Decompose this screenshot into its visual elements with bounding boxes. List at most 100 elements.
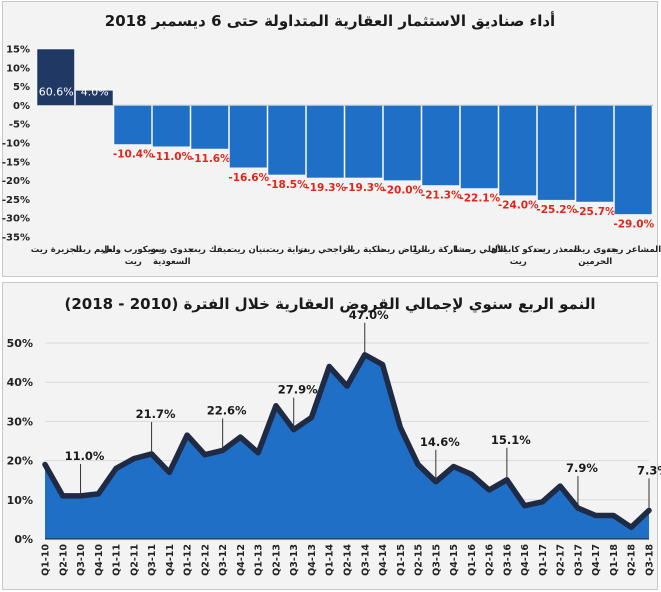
- y-tick-label: 30%: [7, 415, 33, 428]
- y-tick-label: 15%: [6, 45, 30, 56]
- bottom-chart-title: النمو الربع سنوي لإجمالي القروض العقارية…: [64, 295, 596, 313]
- x-tick-label: Q3-14: [360, 544, 371, 576]
- x-tick-label: Q4-17: [591, 544, 602, 576]
- x-tick-label: Q2-12: [200, 544, 211, 576]
- y-tick-label: 0%: [14, 533, 33, 546]
- bar: [306, 105, 345, 179]
- bar: [537, 105, 576, 201]
- series-line: [42, 352, 652, 530]
- x-tick-label: Q4-13: [307, 544, 318, 576]
- x-tick-label: Q1-18: [609, 544, 620, 576]
- bar-data-label: -10.4%: [113, 149, 154, 161]
- x-tick-label: Q4-10: [94, 544, 105, 576]
- category-label: تعليم ريت: [74, 245, 116, 255]
- bar-data-label: -25.7%: [575, 206, 616, 218]
- x-tick-label: Q2-11: [129, 544, 140, 576]
- bar: [113, 105, 152, 145]
- x-tick-label: Q2-15: [414, 544, 425, 576]
- y-tick-label: 20%: [7, 455, 33, 468]
- area-fill: [45, 354, 649, 539]
- x-tick-label: Q1-15: [396, 544, 407, 576]
- category-label: المعذر ريت: [534, 245, 581, 255]
- bar: [267, 105, 306, 176]
- category-label: سويكورب وابل ريت: [102, 245, 165, 267]
- bar-data-label: 60.6%: [39, 85, 74, 98]
- x-tick-label: Q1-12: [183, 544, 194, 576]
- bar-data-label: -11.6%: [190, 153, 231, 165]
- annotation-label: 11.0%: [65, 449, 105, 463]
- bar: [229, 105, 268, 169]
- bar: [498, 105, 537, 196]
- y-tick-label: -20%: [2, 176, 30, 187]
- y-tick-label: 10%: [6, 63, 30, 74]
- top-chart-panel: أداء صناديق الاستثمار العقارية المتداولة…: [2, 1, 661, 277]
- annotation-label: 47.0%: [349, 308, 389, 322]
- x-tick-label: Q2-14: [343, 544, 354, 576]
- x-tick-label: Q3-13: [289, 544, 300, 576]
- x-tick-label: Q2-16: [485, 544, 496, 576]
- x-tick-label: Q2-17: [556, 544, 567, 576]
- category-label: دراية ريت: [267, 245, 308, 255]
- category-label: الجزيرة ريت: [31, 245, 82, 255]
- bar-data-label: -22.1%: [459, 192, 500, 204]
- category-label: الأهلي ريت1: [453, 244, 506, 255]
- bar: [383, 105, 422, 181]
- annotation-label: 27.9%: [278, 383, 318, 397]
- x-tick-label: Q4-12: [236, 544, 247, 576]
- category-label: ميفك ريت: [189, 245, 232, 255]
- annotation-label: 14.6%: [420, 435, 460, 449]
- annotation-label: 15.1%: [491, 433, 531, 447]
- bar-data-label: -24.0%: [498, 200, 539, 212]
- x-tick-label: Q2-13: [271, 544, 282, 576]
- annotation-label: 22.6%: [207, 403, 247, 417]
- bar-data-label: -18.5%: [267, 179, 308, 191]
- bottom-chart-panel: النمو الربع سنوي لإجمالي القروض العقارية…: [2, 282, 661, 590]
- y-tick-label: -15%: [2, 157, 30, 168]
- x-tick-label: Q2-18: [627, 544, 638, 576]
- bar-data-label: -29.0%: [613, 218, 654, 230]
- bar: [190, 105, 229, 150]
- x-tick-label: Q4-14: [378, 544, 389, 576]
- bar: [152, 105, 191, 148]
- bar: [75, 90, 114, 106]
- category-label: ملكية ريت: [343, 245, 385, 255]
- category-label: الراجحي ريت: [298, 245, 353, 255]
- bar: [575, 105, 614, 203]
- category-label: بنيان ريت: [228, 245, 269, 255]
- bar-data-label: -16.6%: [228, 172, 269, 184]
- x-tick-label: Q1-16: [467, 544, 478, 576]
- y-tick-label: 10%: [7, 494, 33, 507]
- category-label: جدوى ريت السعودية: [150, 245, 194, 267]
- real-estate-loans-growth-area-chart: 50% 40% 30% 20% 10% 0% 11.0% 21.7% 22.6% 27.9% 47.…: [7, 308, 661, 576]
- annotation-label: 7.9%: [566, 461, 598, 475]
- annotation-label: 21.7%: [136, 407, 176, 421]
- y-tick-label: 50%: [7, 337, 33, 350]
- x-tick-label: Q3-15: [431, 544, 442, 576]
- x-tick-label: Q4-16: [520, 544, 531, 576]
- category-label: سدكو كابيتال ريت: [491, 245, 546, 267]
- x-tick-label: Q3-17: [573, 544, 584, 576]
- y-tick-label: 0%: [13, 101, 30, 112]
- annotation-label: 7.3%: [637, 463, 661, 477]
- y-tick-label: -35%: [2, 233, 30, 244]
- y-tick-label: -25%: [2, 195, 30, 206]
- x-tick-label: Q4-15: [449, 544, 460, 576]
- x-tick-label: Q3-12: [218, 544, 229, 576]
- bar-data-label: -11.0%: [151, 151, 192, 163]
- x-tick-label: Q3-18: [645, 544, 656, 576]
- bar: [36, 48, 75, 106]
- category-label: جدوى ريت الحرمين: [573, 245, 617, 267]
- y-tick-label: 40%: [7, 376, 33, 389]
- category-label: الرياض ريت: [378, 245, 427, 255]
- x-tick-label: Q1-14: [325, 544, 336, 576]
- y-tick-label: -30%: [2, 214, 30, 225]
- category-label: مشاركة ريت1: [412, 245, 470, 255]
- x-tick-label: Q3-11: [147, 544, 158, 576]
- bar: [614, 105, 653, 215]
- x-tick-label: Q1-17: [538, 544, 549, 576]
- y-tick-label: -10%: [2, 139, 30, 150]
- x-tick-label: Q1-13: [254, 544, 265, 576]
- bar-data-label: -19.3%: [344, 182, 385, 194]
- x-tick-label: Q4-11: [165, 544, 176, 576]
- x-tick-label: Q1-11: [112, 544, 123, 576]
